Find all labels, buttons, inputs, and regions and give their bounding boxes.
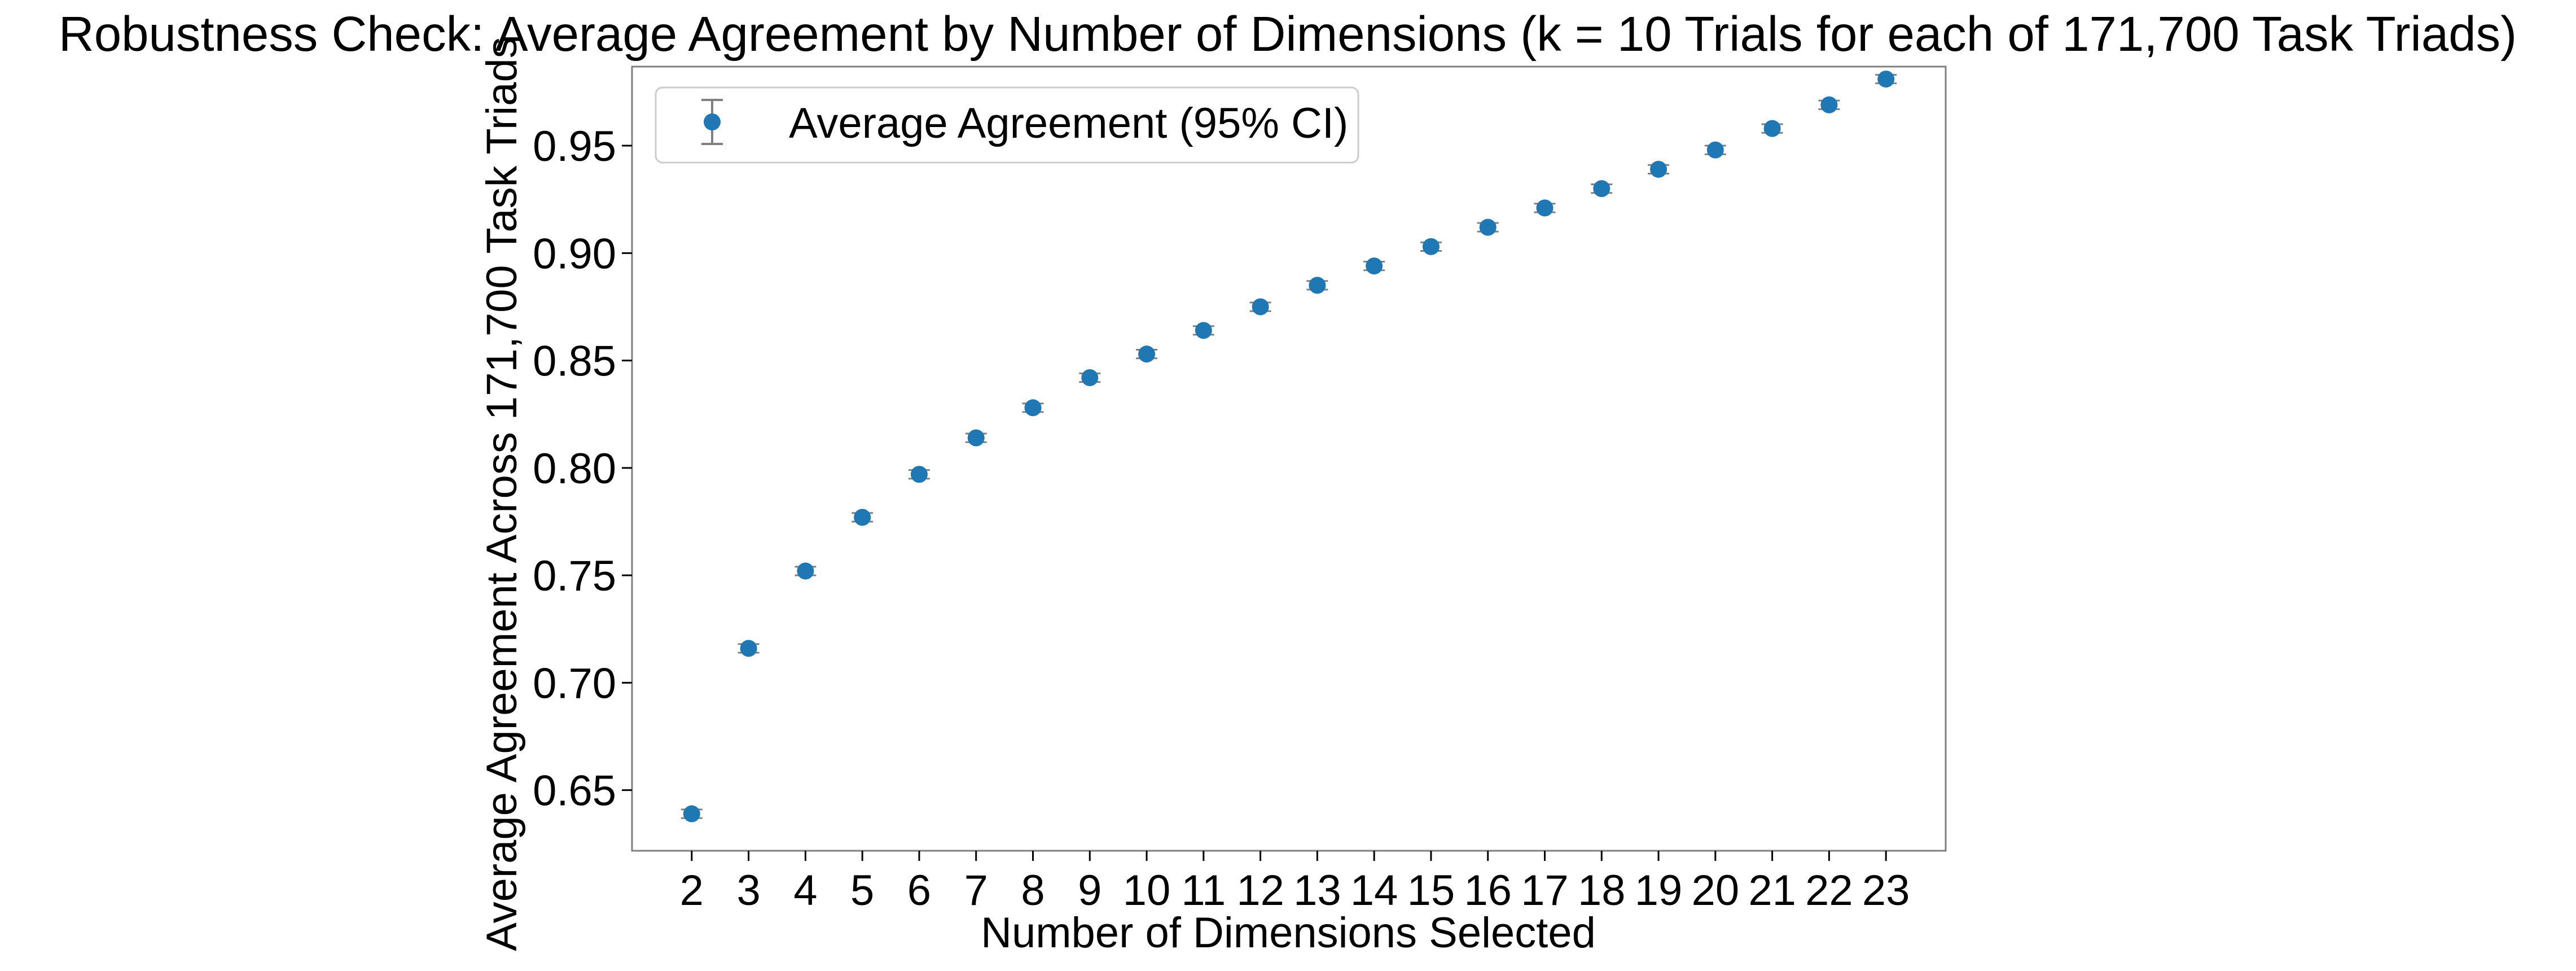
x-tick-label: 19 [1635,867,1683,915]
data-marker [1479,218,1497,236]
y-tick-label: 0.75 [533,552,616,600]
data-point [1022,399,1044,417]
y-axis: 0.65 0.70 0.75 0.80 0.85 0.90 0.95 [533,123,632,815]
x-tick-label: 13 [1293,867,1341,915]
legend-box [655,86,1359,164]
data-point [852,509,874,526]
data-marker [1650,160,1667,178]
data-point [1420,238,1442,255]
data-point [738,640,760,657]
y-tick-label: 0.65 [533,767,616,815]
data-marker [1309,277,1326,294]
x-tick-label: 12 [1236,867,1284,915]
data-point [1591,180,1613,198]
chart-title: Robustness Check: Average Agreement by N… [59,7,2517,62]
data-marker [797,562,814,580]
data-marker [1877,71,1895,88]
data-marker [1763,120,1781,137]
x-tick-label: 17 [1521,867,1569,915]
data-point [1249,298,1271,316]
data-marker [1081,369,1099,387]
x-tick-label: 5 [850,867,874,915]
data-point [1306,277,1328,294]
data-point [1818,96,1840,113]
y-tick-label: 0.95 [533,123,616,170]
y-tick-label: 0.80 [533,445,616,493]
plot-area [631,65,1947,852]
data-marker [854,509,871,526]
x-tick-label: 9 [1078,867,1102,915]
y-tick-label: 0.70 [533,659,616,707]
data-marker [1366,257,1383,275]
data-marker [1252,298,1269,316]
legend: Average Agreement (95% CI) [655,86,1359,164]
x-tick-label: 6 [907,867,931,915]
data-marker [967,429,985,447]
legend-label: Average Agreement (95% CI) [789,99,1348,147]
x-tick-label: 14 [1350,867,1398,915]
y-axis-label: Average Agreement Across 171,700 Task Tr… [478,37,526,951]
data-point [795,562,817,580]
data-marker [910,466,928,483]
data-point [681,805,703,823]
data-marker [1138,345,1156,363]
x-tick-label: 20 [1692,867,1740,915]
x-tick-label: 3 [736,867,760,915]
data-point [1079,369,1101,387]
data-series [681,71,1897,823]
y-tick-label: 0.85 [533,338,616,386]
y-tick-label: 0.90 [533,230,616,278]
data-marker [1706,141,1724,159]
x-tick-label: 23 [1862,867,1910,915]
x-tick-label: 22 [1805,867,1853,915]
x-tick-label: 16 [1464,867,1512,915]
data-point [1875,71,1897,88]
data-point [1363,257,1385,275]
x-tick-label: 10 [1123,867,1171,915]
x-tick-label: 2 [680,867,704,915]
data-marker [1536,199,1554,217]
data-point [1477,218,1499,236]
data-point [1704,141,1726,159]
data-point [908,466,930,483]
data-marker [1593,180,1610,198]
x-tick-label: 11 [1181,867,1226,915]
x-tick-label: 21 [1748,867,1796,915]
data-marker [1024,399,1042,417]
x-axis: 2 3 4 5 6 7 8 9 10 11 12 13 14 15 16 17 18 19 20 21 22 23 [680,851,1910,915]
legend-marker-dot [704,113,721,130]
data-point [1534,199,1556,217]
data-point [1136,345,1158,363]
x-tick-label: 8 [1021,867,1045,915]
data-point [1192,322,1214,339]
data-marker [740,640,757,657]
data-point [1648,160,1670,178]
data-point [965,429,987,447]
data-point [1761,120,1783,137]
x-tick-label: 18 [1578,867,1626,915]
data-marker [1195,322,1212,339]
x-tick-label: 7 [964,867,988,915]
x-axis-label: Number of Dimensions Selected [981,909,1596,957]
data-marker [1422,238,1440,255]
x-tick-label: 4 [793,867,817,915]
data-marker [683,805,700,823]
data-marker [1820,96,1838,113]
legend-marker [701,99,723,145]
x-tick-label: 15 [1407,867,1455,915]
